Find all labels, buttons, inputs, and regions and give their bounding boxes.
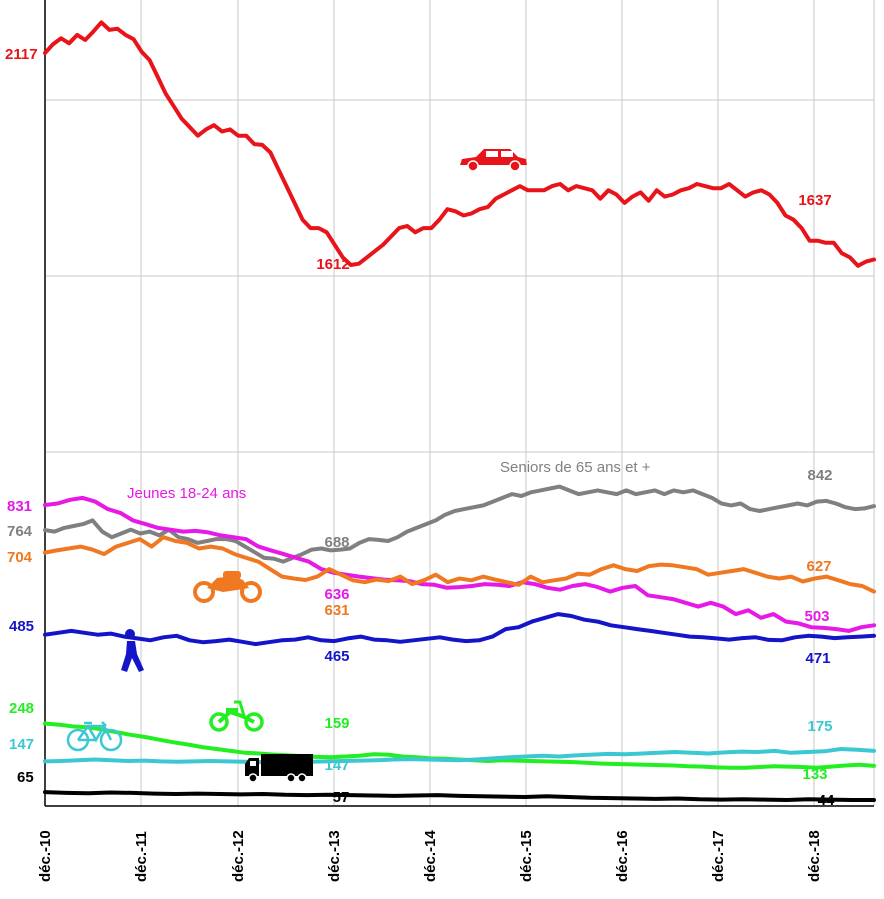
x-tick-label: déc.-12 [230, 830, 247, 882]
data-label-pedestrian: 485 [9, 618, 34, 635]
truck-wheel [297, 773, 307, 783]
series-line-truck [43, 790, 876, 802]
data-label-truck: 44 [818, 792, 835, 809]
data-label-pedestrian: 465 [324, 648, 349, 665]
data-label-moped: 159 [324, 715, 349, 732]
data-label-youth: 503 [804, 608, 829, 625]
car-window [486, 151, 498, 157]
car-icon [460, 149, 527, 172]
moto-wheel [193, 581, 215, 603]
series-line-youth [43, 495, 876, 633]
data-label-bicycle: 147 [324, 757, 349, 774]
series-title-youth: Jeunes 18-24 ans [127, 485, 246, 502]
x-tick-label: déc.-16 [614, 830, 631, 882]
truck-wheel [286, 773, 296, 783]
moped-handle [234, 700, 246, 717]
x-tick-label: déc.-10 [37, 830, 54, 882]
motorcycle-icon [193, 571, 262, 603]
moto-body [207, 576, 249, 592]
moped-wheel [244, 712, 264, 732]
truck-wheel [248, 773, 258, 783]
moped-frame [217, 709, 255, 724]
car-wheel [467, 160, 479, 172]
data-label-moto: 631 [324, 602, 349, 619]
data-label-youth: 636 [324, 586, 349, 603]
moto-tank [223, 571, 241, 579]
car-window [501, 151, 513, 157]
data-labels: 2117 1612 1637 831 636 503 764 688 842 704 631 627 4… [5, 46, 835, 809]
data-label-youth: 831 [7, 498, 32, 515]
x-tick-label: déc.-15 [518, 830, 535, 882]
data-label-car: 2117 [5, 46, 38, 63]
x-tick-label: déc.-14 [422, 830, 439, 882]
series-line-car [43, 20, 876, 268]
data-label-seniors: 842 [807, 467, 832, 484]
x-tick-label: déc.-18 [806, 830, 823, 882]
data-label-bicycle: 175 [807, 718, 832, 735]
x-tick-label: déc.-13 [326, 830, 343, 882]
data-label-moto: 627 [806, 558, 831, 575]
moped-wheel [209, 712, 229, 732]
series-title-seniors: Seniors de 65 ans et + [500, 459, 651, 476]
data-label-truck: 65 [17, 769, 34, 786]
data-label-moto: 704 [7, 549, 33, 566]
data-label-car: 1637 [798, 192, 831, 209]
series-line-pedestrian [43, 612, 876, 647]
pedestrian-head [125, 629, 135, 639]
series-line-moto [43, 535, 876, 594]
data-label-moped: 248 [9, 700, 34, 717]
bicycle-wheel [99, 728, 123, 752]
car-wheel [509, 160, 521, 172]
data-label-seniors: 688 [324, 534, 349, 551]
truck-icon [245, 754, 313, 783]
data-label-car: 1612 [316, 256, 349, 273]
data-label-pedestrian: 471 [805, 650, 830, 667]
data-label-seniors: 764 [7, 523, 33, 540]
data-label-bicycle: 147 [9, 736, 34, 753]
pedestrian-icon [121, 629, 144, 672]
series-line-seniors [43, 484, 876, 564]
series-lines [43, 20, 876, 802]
x-tick-label: déc.-11 [133, 831, 150, 882]
series-line-bicycle [43, 747, 876, 765]
truck-trailer [261, 754, 313, 776]
series-icons [66, 149, 527, 783]
pedestrian-body [121, 641, 144, 672]
truck-window [250, 761, 256, 766]
x-tick-label: déc.-17 [710, 830, 727, 882]
series-titles: Jeunes 18-24 ans Seniors de 65 ans et + [127, 459, 651, 502]
data-label-moped: 133 [802, 766, 827, 783]
grid-lines [44, 0, 875, 807]
moped-seat [226, 708, 238, 713]
moped-icon [209, 700, 264, 732]
bicycle-icon [66, 721, 123, 752]
x-axis-tick-labels: déc.-10 déc.-11 déc.-12 déc.-13 déc.-14 déc.-… [37, 830, 823, 882]
bicycle-frame [76, 721, 113, 743]
moto-wheel [240, 581, 262, 603]
data-label-truck: 57 [333, 789, 350, 806]
